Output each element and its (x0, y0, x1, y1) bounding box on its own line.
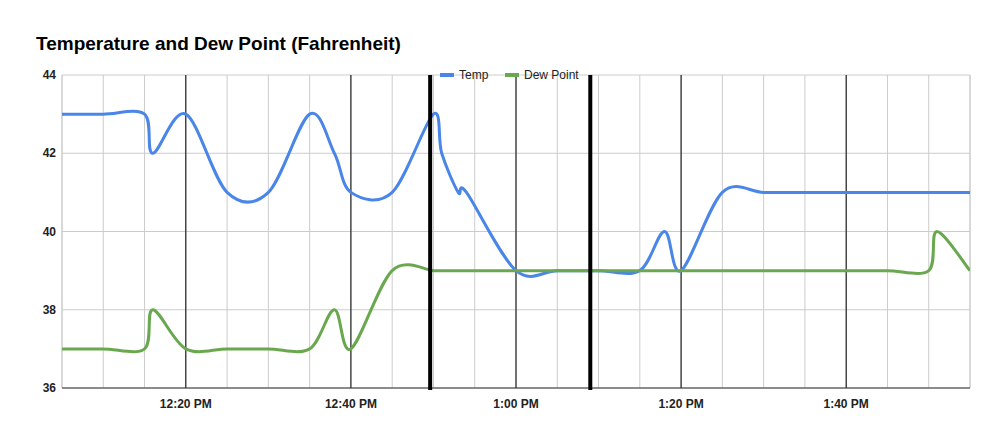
legend-label: Dew Point (524, 68, 579, 82)
x-grid-line (516, 75, 517, 388)
x-tick-label: 12:20 PM (160, 397, 212, 411)
legend-swatch (440, 73, 454, 77)
x-tick-label: 12:40 PM (325, 397, 377, 411)
minor-grid-line (185, 75, 186, 388)
title: Temperature and Dew Point (Fahrenheit) (36, 33, 401, 54)
y-tick-label: 42 (43, 146, 57, 160)
plot-area (62, 75, 970, 390)
y-tick-label: 44 (43, 68, 57, 82)
vertical-line (588, 75, 592, 390)
minor-grid-line (62, 75, 63, 388)
x-range-end (970, 75, 971, 388)
x-axis (62, 388, 970, 389)
y-tick-label: 38 (43, 303, 57, 317)
legend-swatch (505, 73, 519, 77)
x-grid-line (185, 75, 186, 388)
x-tick-label: 1:40 PM (824, 397, 869, 411)
minor-grid-line (516, 75, 517, 388)
x-range-start (62, 75, 63, 388)
y-grid-line (62, 75, 970, 76)
series-line (62, 232, 970, 352)
y-tick-label: 36 (43, 381, 57, 395)
grid (62, 75, 970, 388)
x-grid-line (350, 75, 351, 388)
y-grid-line (62, 388, 970, 389)
legend-label: Temp (459, 68, 489, 82)
minor-grid-line (681, 75, 682, 388)
y-tick-label: 40 (43, 225, 57, 239)
minor-grid-line (846, 75, 847, 388)
vertical-line (428, 75, 432, 390)
series-line (62, 111, 970, 276)
minor-grid-line (350, 75, 351, 388)
x-tick-label: 1:20 PM (658, 397, 703, 411)
x-grid-line (846, 75, 847, 388)
legend: Temp Dew Point (440, 68, 579, 82)
x-grid-line (681, 75, 682, 388)
x-tick-label: 1:00 PM (493, 397, 538, 411)
chart: Temperature and Dew Point (Fahrenheit) 36… (0, 0, 1007, 431)
minor-grid-line (970, 75, 971, 388)
